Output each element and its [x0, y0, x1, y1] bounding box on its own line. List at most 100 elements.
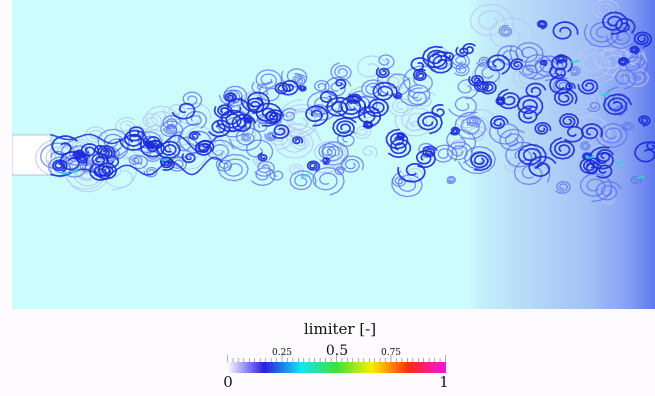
- vortex-filament: [142, 136, 161, 150]
- inlet-nozzle: [12, 134, 52, 176]
- vortex-filament: [569, 66, 581, 76]
- vortex-filament: [281, 107, 297, 122]
- vortex-filament: [396, 132, 406, 141]
- vortex-filament: [470, 151, 493, 172]
- vortex-filament: [181, 153, 196, 164]
- vortex-filament: [253, 118, 268, 133]
- vortex-filament: [281, 79, 299, 96]
- vortex-filament: [138, 113, 163, 132]
- vortex-filament: [586, 101, 601, 113]
- vortex-filament: [580, 173, 613, 203]
- vortex-filament: [551, 54, 573, 73]
- vortex-filament: [336, 130, 357, 147]
- vortex-filament: [84, 126, 108, 143]
- vortex-filament: [258, 81, 280, 102]
- vortex-filament: [162, 115, 182, 129]
- vortex-filament: [163, 123, 178, 135]
- vortex-filament: [446, 175, 456, 185]
- vortex-filament: [448, 96, 477, 118]
- vortex-filament: [322, 157, 331, 165]
- vortex-filament: [357, 106, 382, 128]
- vortex-filament: [552, 21, 579, 40]
- vortex-filament: [486, 54, 511, 75]
- vortex-filament: [129, 155, 148, 170]
- vortex-filament: [596, 149, 614, 163]
- vortex-filament: [59, 151, 88, 171]
- vortex-filament: [634, 141, 655, 163]
- vortex-filament: [499, 128, 525, 151]
- vortex-filament: [324, 76, 352, 97]
- vortex-filament: [171, 102, 196, 120]
- vortex-filament: [319, 141, 349, 166]
- vortex-filament: [67, 161, 109, 193]
- vortex-filament: [489, 17, 535, 49]
- vortex-filament: [208, 119, 231, 138]
- vortex-filament: [340, 155, 365, 173]
- vortex-filament: [291, 133, 310, 150]
- vortex-filament: [518, 54, 553, 80]
- colorbar-tick-075: 0.75: [380, 348, 402, 358]
- vortex-filament: [161, 158, 169, 161]
- vortex-filament: [455, 46, 469, 57]
- colorbar-title: limiter [-]: [303, 320, 377, 338]
- vortex-filament: [449, 126, 461, 136]
- vortex-filament: [305, 105, 329, 127]
- vortex-filament: [251, 167, 276, 186]
- vortex-filament: [638, 115, 651, 127]
- vortex-filament: [444, 51, 455, 62]
- vortex-filament: [156, 140, 181, 160]
- vortex-filament: [61, 172, 69, 175]
- vortex-filament: [264, 131, 277, 142]
- vortex-filament: [583, 21, 619, 48]
- vortex-filament: [392, 92, 403, 100]
- colorbar: 0.25 0.5 0.75 0 1: [223, 342, 449, 392]
- vortex-filament: [217, 153, 251, 182]
- vortex-filament: [595, 180, 622, 201]
- vortex-filament: [280, 68, 308, 88]
- vortex-filament: [80, 143, 100, 157]
- vortex-filament: [188, 131, 201, 141]
- vortex-filament: [581, 123, 604, 140]
- vortex-filament: [592, 0, 620, 19]
- vortex-filament: [602, 93, 632, 116]
- vortex-filament: [228, 127, 262, 151]
- vortex-filament: [580, 141, 591, 151]
- vortex-filament: [264, 111, 279, 125]
- vortex-filament: [536, 19, 548, 30]
- vortex-filament: [355, 125, 372, 139]
- vortex-filament: [255, 69, 282, 89]
- vortex-filament: [372, 81, 399, 101]
- vortex-filament: [555, 54, 568, 64]
- colorbar-tick-05: 0.5: [325, 343, 349, 359]
- vortex-filament: [254, 160, 275, 177]
- vortex-filament: [306, 160, 321, 172]
- vortex-filament: [417, 111, 443, 135]
- vortex-filament: [89, 163, 111, 181]
- vortex-filament: [601, 93, 609, 96]
- vortex-filament: [226, 98, 251, 120]
- vortex-filament: [525, 82, 547, 98]
- vortex-filament: [231, 113, 257, 132]
- vortex-filament: [40, 142, 79, 169]
- vortex-filament: [318, 142, 340, 159]
- vortex-filament: [602, 11, 629, 35]
- vortex-filament: [330, 62, 352, 81]
- colorbar-max-label: 1: [439, 373, 449, 391]
- vortex-filament: [615, 17, 636, 34]
- vortex-structures: [34, 0, 655, 205]
- vortex-filament: [489, 115, 509, 130]
- vortex-filament: [387, 97, 413, 117]
- vortex-filament: [621, 121, 635, 131]
- vortex-filament: [394, 107, 435, 137]
- vortex-filament: [397, 162, 426, 183]
- vortex-filament: [407, 87, 427, 106]
- vortex-filament: [274, 82, 291, 95]
- vortex-filament: [52, 159, 68, 172]
- vortex-filament: [292, 136, 304, 145]
- vortex-filament: [356, 55, 390, 78]
- colorbar-gradient: [227, 355, 446, 373]
- vortex-filament: [517, 105, 538, 124]
- vortex-filament: [224, 92, 237, 103]
- vortex-filament: [194, 140, 213, 156]
- vortex-filament: [577, 79, 599, 95]
